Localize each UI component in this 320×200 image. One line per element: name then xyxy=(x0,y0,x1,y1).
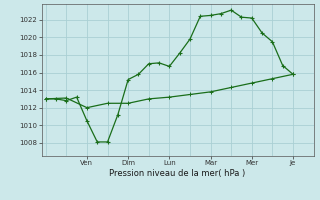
X-axis label: Pression niveau de la mer( hPa ): Pression niveau de la mer( hPa ) xyxy=(109,169,246,178)
